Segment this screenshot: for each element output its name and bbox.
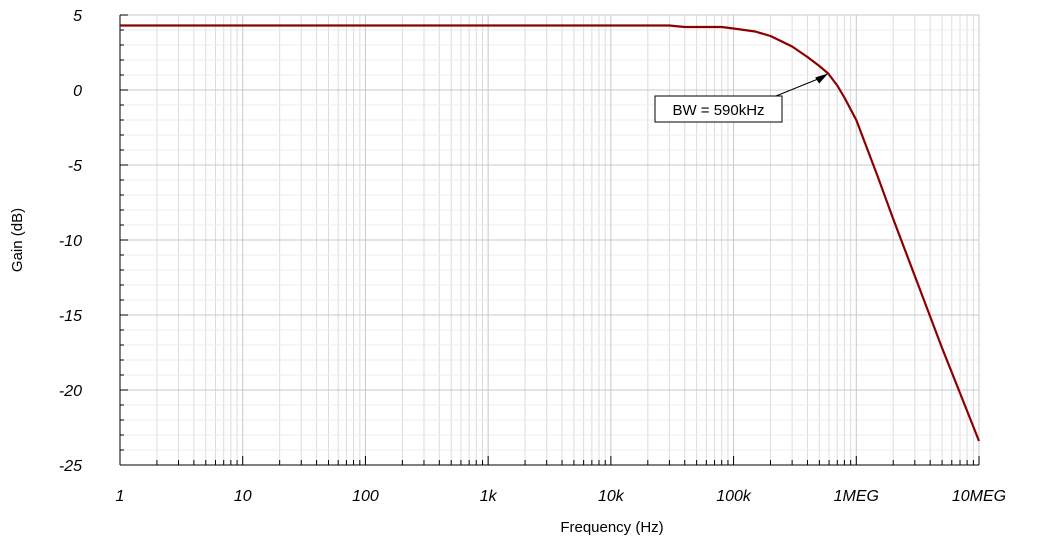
x-tick-labels: 1 10 100 1k 10k 100k 1MEG 10MEG — [116, 488, 1007, 505]
annotation-leader-line — [775, 76, 825, 97]
y-tick-label: -5 — [68, 158, 82, 175]
y-tick-label: 5 — [73, 8, 82, 25]
y-tick-label: -20 — [59, 383, 82, 400]
series-group — [120, 24, 981, 442]
annotation-text: BW = 590kHz — [672, 102, 764, 119]
x-tick-label: 100 — [352, 488, 379, 505]
gain-curve-line — [120, 24, 981, 442]
x-tick-label: 1MEG — [834, 488, 879, 505]
x-tick-label: 100k — [716, 488, 752, 505]
y-tick-label: -10 — [59, 233, 82, 250]
y-tick-label: -15 — [59, 308, 82, 325]
x-tick-label: 1k — [480, 488, 498, 505]
y-tick-label: 0 — [73, 83, 82, 100]
annotation-arrowhead — [815, 73, 829, 84]
tick-marks — [119, 14, 980, 466]
x-axis-label: Frequency (Hz) — [560, 519, 663, 536]
y-tick-label: -25 — [59, 458, 82, 475]
major-grid — [119, 14, 980, 466]
annotation-box — [654, 95, 783, 123]
annotations-group: BW = 590kHz — [654, 73, 829, 123]
x-tick-label: 1 — [116, 488, 125, 505]
x-tick-label: 10MEG — [952, 488, 1006, 505]
x-tick-label: 10k — [598, 488, 625, 505]
y-axis-label: Gain (dB) — [9, 208, 26, 272]
x-tick-label: 10 — [234, 488, 252, 505]
y-tick-labels: 5 0 -5 -10 -15 -20 -25 — [59, 8, 82, 475]
